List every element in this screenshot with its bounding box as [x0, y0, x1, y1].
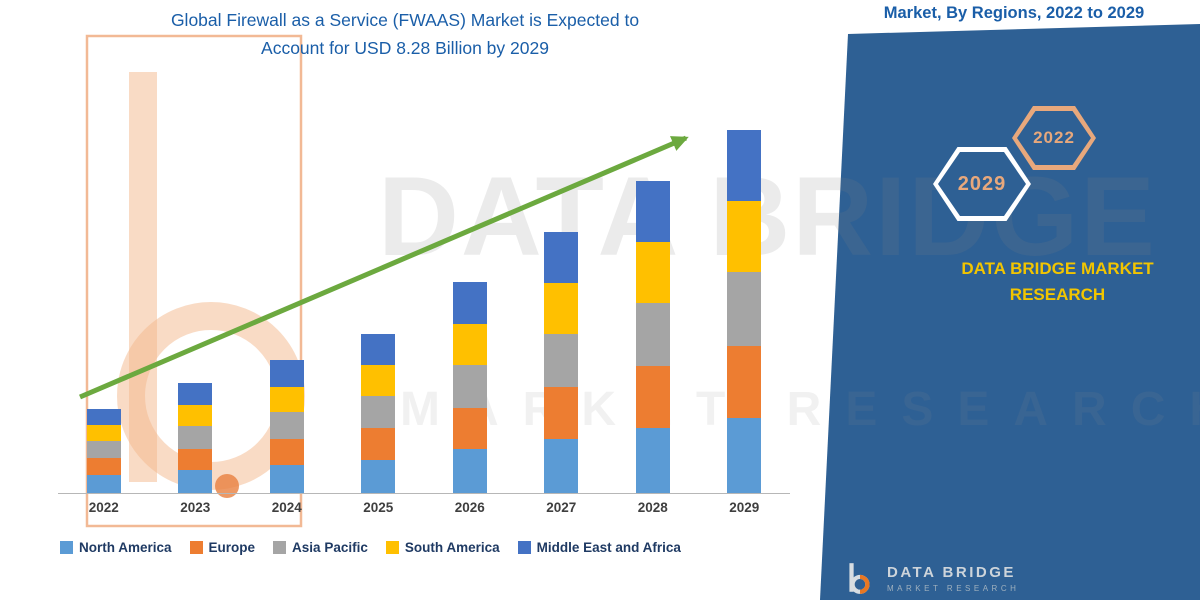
- x-tick-label: 2026: [454, 500, 485, 515]
- legend-label: Middle East and Africa: [536, 540, 681, 555]
- bar-segment-middle-east-and-africa: [635, 180, 670, 243]
- bar-column-2029: [699, 112, 791, 493]
- legend-swatch: [385, 541, 399, 554]
- bar-column-2024: [241, 112, 333, 493]
- chart-legend: North America Europe Asia Pacific South Ame…: [60, 540, 820, 555]
- bar-segment-middle-east-and-africa: [727, 130, 762, 202]
- bar-segment-asia-pacific: [727, 271, 762, 346]
- bar-column-2025: [333, 112, 425, 493]
- bar-segment-europe: [635, 366, 670, 429]
- bar-column-2028: [607, 112, 699, 493]
- x-tick-label: 2029: [729, 500, 760, 515]
- bar-segment-middle-east-and-africa: [452, 282, 487, 324]
- bar-segment-south-america: [544, 283, 579, 334]
- watermark-orange-dot: [215, 474, 239, 498]
- x-tick-label: 2028: [637, 500, 668, 515]
- page-title-line2: Account for USD 8.28 Billion by 2029: [261, 38, 549, 58]
- legend-item: South America: [385, 540, 500, 555]
- bar-segment-north-america: [269, 465, 304, 493]
- bar-segment-middle-east-and-africa: [361, 333, 396, 365]
- legend-swatch: [189, 541, 203, 554]
- bar-segment-south-america: [635, 242, 670, 303]
- bar-stack: [452, 282, 487, 493]
- legend-label: South America: [404, 540, 500, 555]
- bar-segment-asia-pacific: [452, 364, 487, 408]
- bar-segment-middle-east-and-africa: [178, 383, 213, 406]
- bar-stack: [727, 130, 762, 493]
- bar-segment-middle-east-and-africa: [86, 408, 121, 425]
- footer-logo-tagline: MARKET RESEARCH: [887, 583, 1020, 593]
- page-title-line1: Global Firewall as a Service (FWAAS) Mar…: [170, 10, 640, 30]
- legend-item: Europe: [189, 540, 256, 555]
- bar-segment-north-america: [361, 459, 396, 493]
- bar-stack: [86, 408, 121, 493]
- legend-label: North America: [79, 540, 172, 555]
- bar-stack: [269, 360, 304, 493]
- bar-segment-europe: [727, 345, 762, 418]
- x-tick-label: 2023: [180, 500, 211, 515]
- legend-label: Asia Pacific: [292, 540, 368, 555]
- bar-segment-asia-pacific: [178, 426, 213, 449]
- hexagon-2029-label: 2029: [938, 152, 1026, 216]
- bar-segment-south-america: [269, 386, 304, 412]
- footer-logo-b-icon: [849, 563, 870, 594]
- bar-segment-north-america: [635, 428, 670, 493]
- bar-column-2022: [58, 112, 150, 493]
- bar-segment-middle-east-and-africa: [269, 360, 304, 387]
- bar-segment-north-america: [544, 438, 579, 493]
- bar-segment-asia-pacific: [361, 395, 396, 429]
- legend-item: Middle East and Africa: [517, 540, 681, 555]
- x-axis-labels: 2022 2023 2024 2025 2026 2027 2028 2029: [58, 500, 790, 515]
- bar-segment-south-america: [361, 365, 396, 396]
- bar-segment-north-america: [727, 417, 762, 493]
- bar-segment-south-america: [86, 424, 121, 441]
- footer-logo: DATA BRIDGE MARKET RESEARCH: [842, 560, 1019, 596]
- bar-segment-north-america: [452, 449, 487, 493]
- bar-segment-south-america: [178, 405, 213, 427]
- bar-segment-europe: [544, 386, 579, 439]
- bar-segment-north-america: [86, 474, 121, 493]
- bar-column-2023: [150, 112, 242, 493]
- bar-segment-asia-pacific: [635, 302, 670, 367]
- x-tick-label: 2022: [88, 500, 119, 515]
- bar-segment-south-america: [452, 323, 487, 365]
- stacked-bar-chart: [58, 112, 790, 494]
- legend-item: Asia Pacific: [273, 540, 368, 555]
- footer-logo-name: DATA BRIDGE: [887, 563, 1016, 581]
- bar-segment-europe: [178, 448, 213, 471]
- page-title: Global Firewall as a Service (FWAAS) Mar…: [55, 6, 755, 62]
- hexagon-2022-label: 2022: [1017, 111, 1091, 165]
- bar-segment-europe: [86, 457, 121, 475]
- x-tick-label: 2025: [363, 500, 394, 515]
- legend-swatch: [517, 541, 531, 554]
- x-tick-label: 2027: [546, 500, 577, 515]
- bar-stack: [544, 231, 579, 493]
- bar-column-2026: [424, 112, 516, 493]
- side-panel-heading: Market, By Regions, 2022 to 2029: [883, 4, 1145, 22]
- bar-segment-asia-pacific: [269, 411, 304, 440]
- bar-segment-europe: [452, 407, 487, 450]
- bar-segment-middle-east-and-africa: [544, 231, 579, 284]
- legend-item: North America: [60, 540, 172, 555]
- legend-swatch: [273, 541, 287, 554]
- bar-stack: [178, 383, 213, 493]
- x-tick-label: 2024: [271, 500, 302, 515]
- bar-segment-asia-pacific: [86, 440, 121, 458]
- bar-segment-europe: [361, 428, 396, 460]
- brand-text: DATA BRIDGE MARKET RESEARCH: [961, 259, 1154, 305]
- bar-segment-north-america: [178, 470, 213, 493]
- bar-segment-south-america: [727, 201, 762, 272]
- bar-stack: [361, 333, 396, 493]
- bar-stack: [635, 180, 670, 493]
- bar-segment-europe: [269, 439, 304, 466]
- legend-label: Europe: [208, 540, 256, 555]
- bar-segment-asia-pacific: [544, 333, 579, 387]
- legend-swatch: [60, 541, 73, 554]
- bar-column-2027: [516, 112, 608, 493]
